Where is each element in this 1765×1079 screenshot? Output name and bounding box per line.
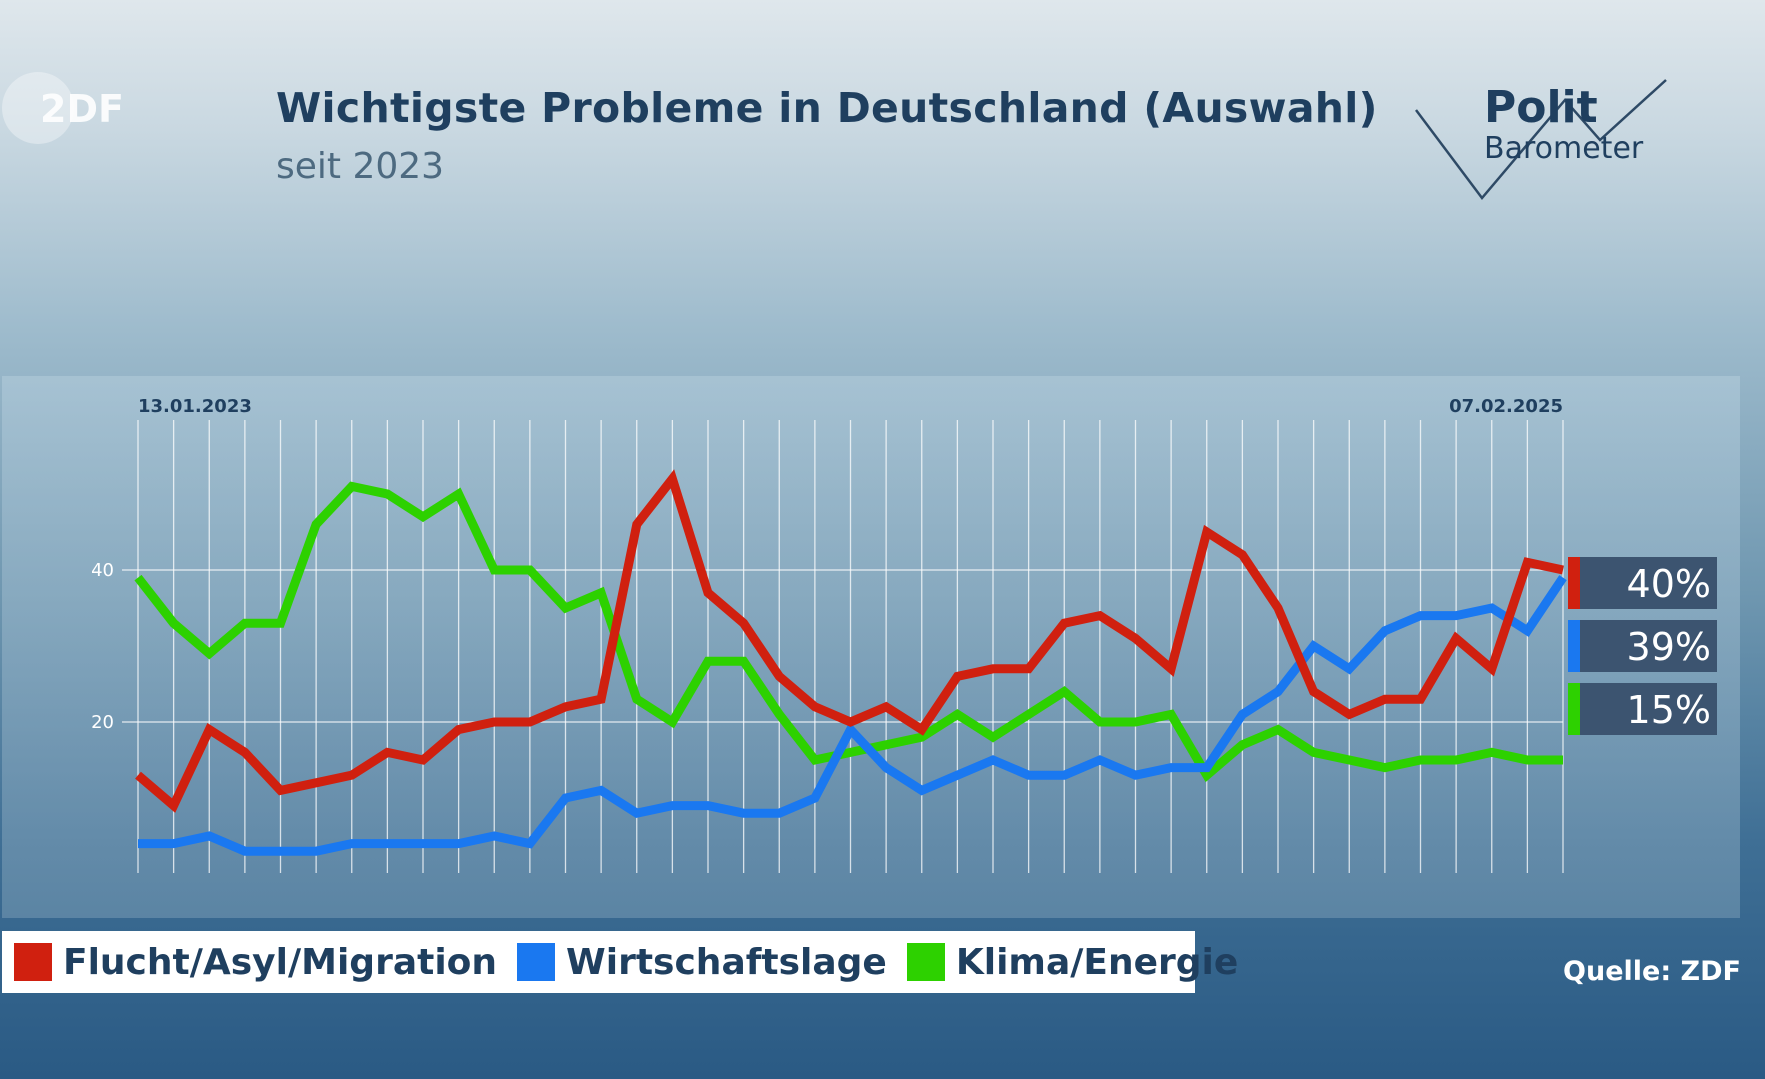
legend-item: Flucht/Asyl/Migration bbox=[14, 942, 497, 983]
x-end-label: 07.02.2025 bbox=[1449, 396, 1563, 417]
line-chart: 20 40 13.01.2023 07.02.2025 40% 39% 15% bbox=[91, 396, 1717, 873]
svg-text:Polit: Polit bbox=[1484, 82, 1598, 133]
series-line-klima-energie bbox=[134, 481, 1563, 783]
series-line-flucht-asyl-migration bbox=[135, 469, 1564, 813]
end-label-marker bbox=[1568, 557, 1580, 609]
y-tick-label: 40 bbox=[91, 560, 114, 581]
page-title: Wichtigste Probleme in Deutschland (Ausw… bbox=[276, 84, 1378, 132]
legend: Flucht/Asyl/Migration Wirtschaftslage Klim… bbox=[2, 931, 1238, 993]
legend-swatch bbox=[517, 943, 556, 981]
end-value-label: 15% bbox=[1627, 688, 1711, 732]
end-value-label: 39% bbox=[1627, 625, 1711, 669]
zdf-logo: 2DF bbox=[2, 72, 124, 144]
end-label-box bbox=[1580, 683, 1717, 735]
svg-text:2DF: 2DF bbox=[40, 87, 124, 131]
legend-item: Klima/Energie bbox=[906, 941, 1239, 983]
end-label-marker bbox=[1568, 683, 1580, 735]
legend-label: Wirtschaftslage bbox=[566, 941, 887, 983]
chart-panel: 20 40 13.01.2023 07.02.2025 40% 39% 15% bbox=[2, 376, 1740, 918]
end-value-label: 40% bbox=[1627, 562, 1711, 606]
legend-item: Wirtschaftslage bbox=[517, 942, 887, 983]
page-subtitle: seit 2023 bbox=[276, 146, 445, 187]
end-label-box bbox=[1580, 620, 1717, 672]
legend-label: Klima/Energie bbox=[955, 941, 1239, 983]
legend-swatch bbox=[906, 943, 945, 981]
y-tick-label: 20 bbox=[91, 712, 114, 733]
legend-swatch bbox=[14, 943, 52, 981]
source-label: Quelle: ZDF bbox=[1563, 956, 1741, 987]
end-label-marker bbox=[1568, 620, 1580, 672]
politbarometer-logo: Polit Barometer bbox=[1415, 79, 1667, 201]
x-start-label: 13.01.2023 bbox=[138, 396, 252, 417]
end-label-box bbox=[1580, 557, 1717, 609]
legend-label: Flucht/Asyl/Migration bbox=[63, 941, 498, 983]
svg-text:Barometer: Barometer bbox=[1484, 131, 1644, 166]
series-line-wirtschaftslage bbox=[138, 575, 1567, 856]
